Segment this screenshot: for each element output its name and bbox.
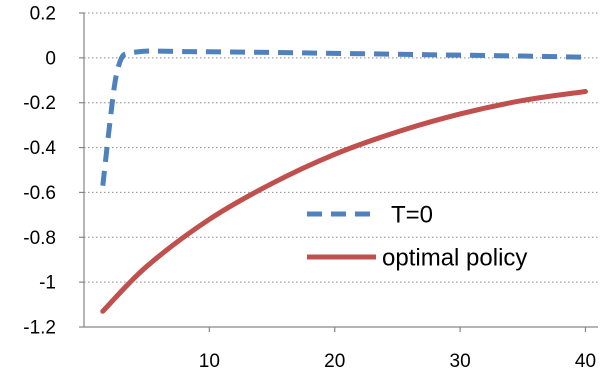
y-tick-label-3: -0.4 (23, 138, 56, 159)
y-tick-label-5: -0.8 (23, 228, 56, 249)
legend-label-1: optimal policy (382, 245, 527, 272)
y-tick-label-2: -0.2 (23, 93, 56, 114)
axes (83, 13, 598, 328)
y-tick-label-7: -1.2 (23, 318, 56, 339)
x-tick-label-2: 30 (450, 351, 471, 372)
series-line-1 (100, 89, 588, 314)
x-axis-ticks: 10 20 30 40 (199, 327, 596, 372)
x-tick-label-0: 10 (199, 351, 220, 372)
series-line-0 (100, 48, 586, 186)
x-tick-label-1: 20 (324, 351, 345, 372)
y-tick-label-0: 0.2 (30, 4, 56, 25)
legend-label-0: T=0 (391, 202, 433, 229)
y-tick-label-4: -0.6 (23, 183, 56, 204)
x-tick-label-3: 40 (575, 351, 596, 372)
series-lines (100, 48, 588, 314)
y-tick-label-6: -1 (39, 273, 56, 294)
y-axis-ticks: 0.2 0 -0.2 -0.4 -0.6 -0.8 -1 -1.2 (23, 4, 84, 339)
y-tick-label-1: 0 (45, 48, 56, 69)
legend: T=0 optimal policy (307, 202, 527, 272)
